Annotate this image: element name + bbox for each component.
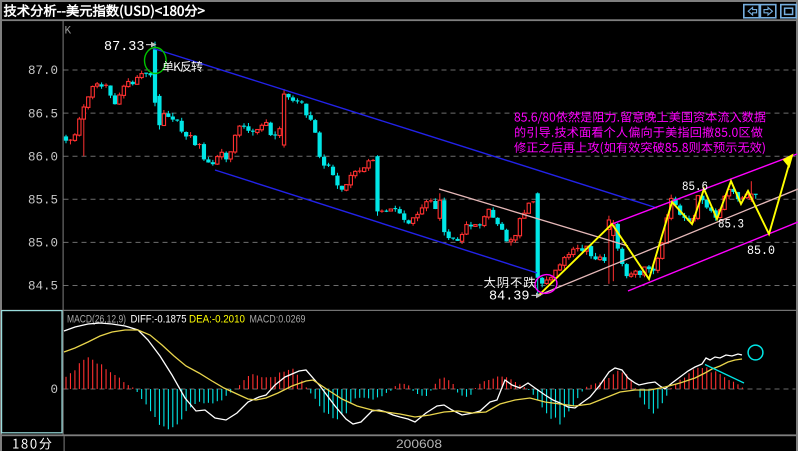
svg-text:0: 0 [50, 383, 58, 397]
svg-text:86.5: 86.5 [28, 107, 58, 121]
svg-text:87.0: 87.0 [28, 64, 58, 78]
svg-text:87.33: 87.33 [104, 40, 145, 55]
svg-text:85.0: 85.0 [747, 243, 775, 258]
svg-text:85.0: 85.0 [28, 237, 58, 251]
svg-text:200608: 200608 [396, 437, 443, 451]
svg-text:85.5: 85.5 [28, 194, 58, 208]
svg-text:85.3: 85.3 [718, 217, 744, 232]
svg-text:MACD:0.0269: MACD:0.0269 [250, 314, 306, 326]
svg-text:DEA:-0.2010: DEA:-0.2010 [189, 314, 245, 326]
svg-text:DIFF:-0.1875: DIFF:-0.1875 [131, 314, 187, 326]
svg-text:K: K [65, 26, 72, 38]
svg-text:MACD(26,12,9): MACD(26,12,9) [67, 314, 126, 326]
svg-text:84.5: 84.5 [28, 280, 58, 294]
svg-text:85.6: 85.6 [682, 179, 708, 194]
svg-text:84.39: 84.39 [489, 290, 530, 305]
svg-text:86.0: 86.0 [28, 150, 58, 164]
